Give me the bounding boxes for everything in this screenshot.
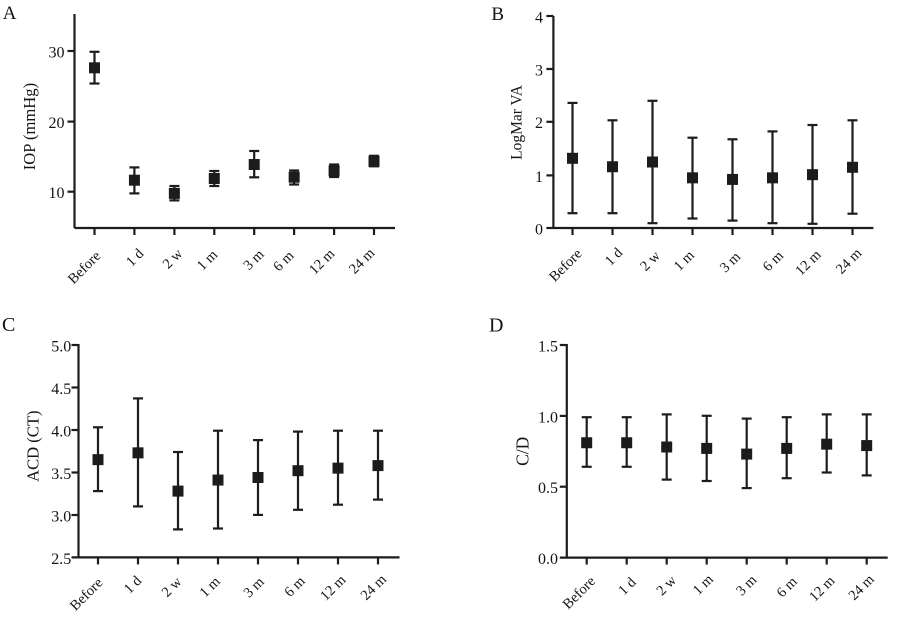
- svg-text:IOP (mmHg): IOP (mmHg): [20, 83, 39, 170]
- svg-text:1.0: 1.0: [538, 409, 558, 426]
- svg-text:B: B: [491, 4, 504, 25]
- svg-text:2: 2: [535, 115, 543, 132]
- svg-text:0.0: 0.0: [538, 551, 558, 568]
- svg-text:3.5: 3.5: [51, 466, 71, 483]
- svg-text:1: 1: [535, 169, 543, 186]
- svg-text:1.5: 1.5: [538, 338, 558, 355]
- svg-text:0: 0: [535, 221, 543, 238]
- svg-text:LogMar VA: LogMar VA: [509, 84, 526, 160]
- svg-text:4.5: 4.5: [51, 381, 71, 398]
- svg-text:D: D: [489, 315, 503, 337]
- svg-text:2.5: 2.5: [51, 551, 71, 568]
- svg-text:0.5: 0.5: [538, 480, 558, 497]
- svg-text:30: 30: [49, 44, 65, 61]
- svg-text:C/D: C/D: [512, 437, 532, 466]
- svg-text:20: 20: [49, 115, 65, 132]
- svg-text:4.0: 4.0: [51, 423, 71, 440]
- svg-text:5.0: 5.0: [51, 338, 71, 355]
- svg-text:A: A: [3, 3, 17, 24]
- svg-text:ACD (CT): ACD (CT): [23, 410, 42, 481]
- svg-text:3.0: 3.0: [51, 508, 71, 525]
- svg-text:10: 10: [49, 185, 65, 202]
- svg-text:C: C: [2, 314, 15, 336]
- svg-text:4: 4: [535, 9, 543, 26]
- svg-text:3: 3: [535, 62, 543, 79]
